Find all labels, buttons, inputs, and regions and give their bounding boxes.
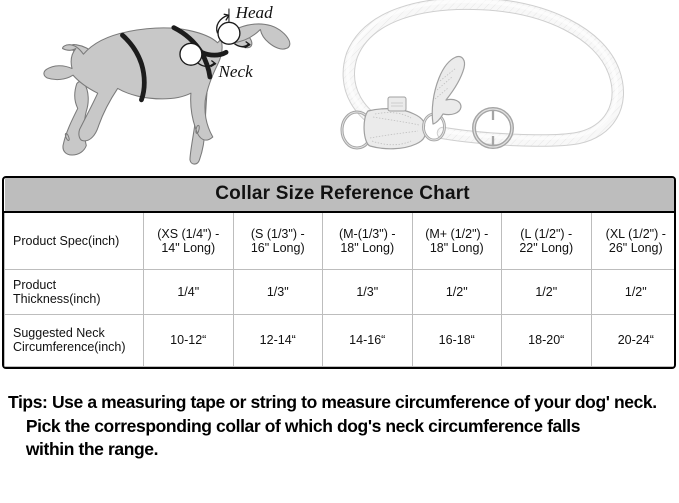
svg-text:Head: Head: [235, 3, 274, 22]
svg-text:Neck: Neck: [217, 62, 253, 81]
